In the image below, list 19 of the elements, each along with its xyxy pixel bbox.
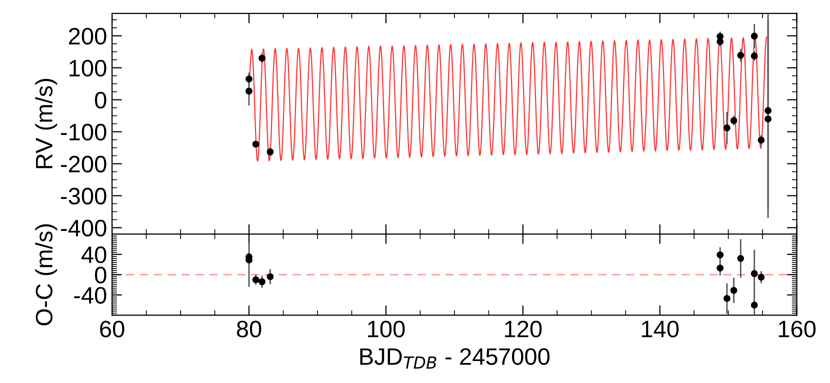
x-tick-label: 140 [642, 320, 679, 338]
x-tick-label: 60 [100, 320, 124, 338]
x-tick-label: 120 [505, 320, 542, 338]
y-tick-label: 200 [68, 28, 106, 45]
y-tick-label: 0 [94, 266, 106, 284]
y-tick-label: -400 [60, 220, 106, 236]
y-tick-label: -40 [74, 286, 106, 304]
y-tick-label: -200 [60, 156, 106, 173]
y-tick-label: -300 [60, 188, 106, 204]
x-tick-label: 100 [368, 320, 405, 338]
x-axis-title: BJD$_{TDB}$ - 2457000 [360, 348, 550, 369]
y-tick-label: 40 [81, 246, 106, 264]
y-tick-label: 100 [70, 60, 106, 77]
y-tick-label: -100 [60, 124, 106, 141]
y-axis-title: O-C (m/s) [35, 224, 58, 326]
y-tick-label: 0 [94, 92, 106, 109]
y-axis-title: RV (m/s) [35, 78, 58, 168]
x-tick-label: 80 [236, 320, 262, 338]
x-tick-label: 160 [778, 320, 816, 338]
